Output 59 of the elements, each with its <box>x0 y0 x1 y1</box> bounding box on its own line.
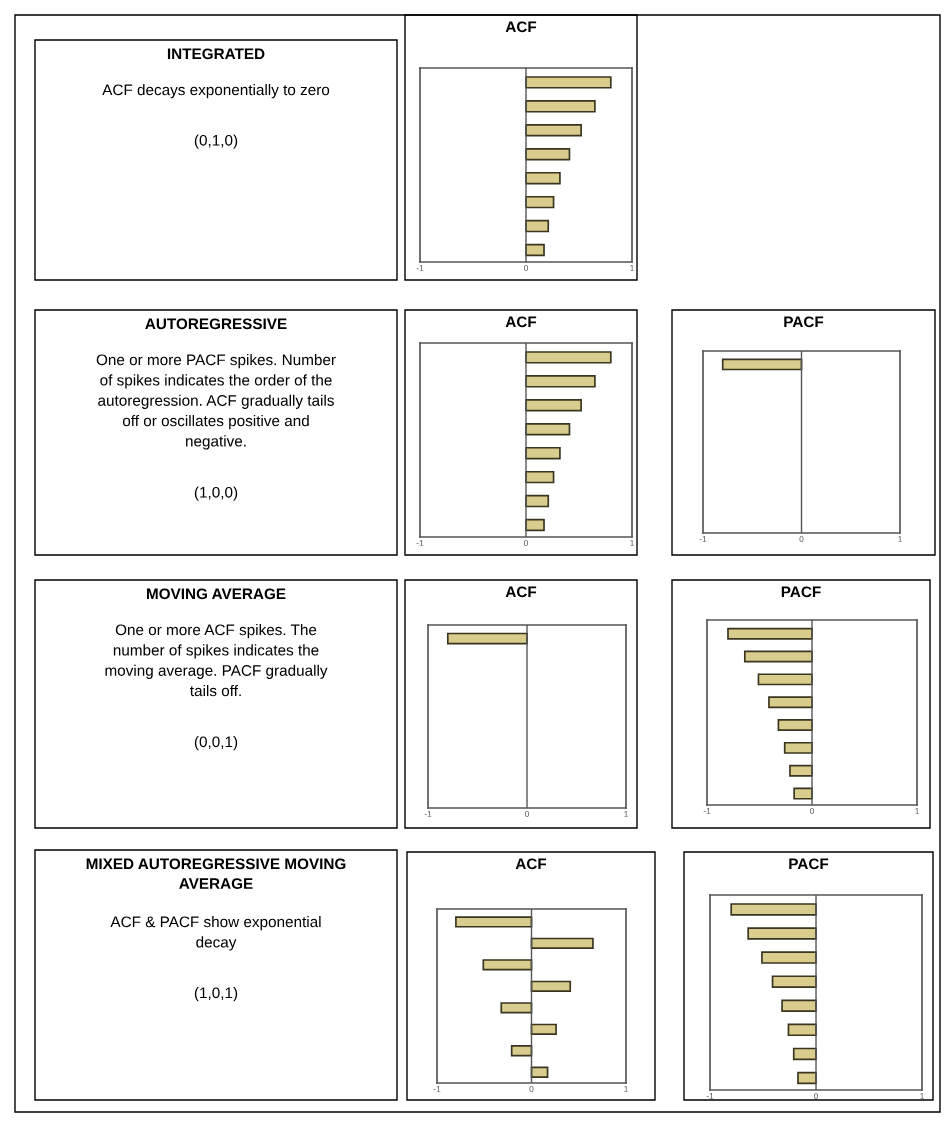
text: (1,0,1) <box>194 987 238 1002</box>
x-tick-label: 1 <box>630 265 634 271</box>
chart-title: PACF <box>789 858 829 870</box>
x-tick-label: 0 <box>810 808 814 814</box>
bar <box>525 171 561 185</box>
x-tick-label: 0 <box>524 265 528 271</box>
text: (1,0,0) <box>194 486 238 501</box>
x-tick-label: -1 <box>699 536 707 542</box>
text: MOVING AVERAGE <box>146 588 286 600</box>
x-tick-label: 1 <box>624 811 628 817</box>
text: (0,1,0) <box>194 134 238 149</box>
bar <box>525 446 561 460</box>
bar <box>525 76 612 89</box>
bar <box>525 195 555 209</box>
x-tick-label: 0 <box>529 1086 534 1092</box>
bar <box>455 916 533 928</box>
bar <box>530 980 572 993</box>
bar <box>530 937 594 950</box>
text: ACF & PACF show exponential decay <box>110 916 321 951</box>
bar <box>525 124 582 137</box>
x-tick-label: 1 <box>920 1093 924 1099</box>
text: AUTOREGRESSIVE <box>145 318 287 330</box>
x-tick-label: -1 <box>416 265 424 271</box>
x-tick-label: 0 <box>524 540 528 546</box>
text: MIXED AUTOREGRESSIVE MOVING AVERAGE <box>86 858 346 889</box>
x-tick-label: -1 <box>433 1086 441 1092</box>
text: (0,0,1) <box>194 736 238 751</box>
text: One or more PACF spikes. Number of spikes indicates the order of the autoregression. ACF gradually tails off or oscillates positive and negative. <box>96 354 336 450</box>
bar <box>500 1002 533 1014</box>
bar <box>530 1023 557 1035</box>
x-tick-label: -1 <box>416 540 424 546</box>
bar <box>482 959 533 971</box>
chart-title: PACF <box>781 586 821 598</box>
bar <box>525 470 555 484</box>
x-tick-label: 0 <box>525 811 529 817</box>
bar <box>510 1045 533 1057</box>
x-tick-label: 0 <box>814 1093 818 1099</box>
x-tick-label: 1 <box>624 1086 628 1092</box>
bar <box>525 422 571 436</box>
chart-title: ACF <box>515 858 547 870</box>
chart-title: PACF <box>784 316 824 328</box>
chart-title: ACF <box>505 21 537 33</box>
bar <box>525 147 571 161</box>
x-tick-label: -1 <box>424 811 432 817</box>
bar <box>525 351 612 364</box>
x-tick-label: 1 <box>898 536 902 542</box>
x-tick-label: -1 <box>706 1093 714 1099</box>
chart-title: ACF <box>505 316 537 328</box>
chart-title: ACF <box>505 586 537 598</box>
text: One or more ACF spikes. The number of spikes indicates the moving average. PACF gradually tails off. <box>105 624 328 697</box>
bar <box>525 399 582 412</box>
text: INTEGRATED <box>167 48 265 60</box>
x-tick-label: 1 <box>915 808 919 814</box>
x-tick-label: 1 <box>630 540 634 546</box>
text: ACF decays exponentially to zero <box>102 84 330 99</box>
bar <box>525 375 596 388</box>
bar <box>525 100 596 113</box>
x-tick-label: 0 <box>799 536 804 542</box>
x-tick-label: -1 <box>703 808 711 814</box>
